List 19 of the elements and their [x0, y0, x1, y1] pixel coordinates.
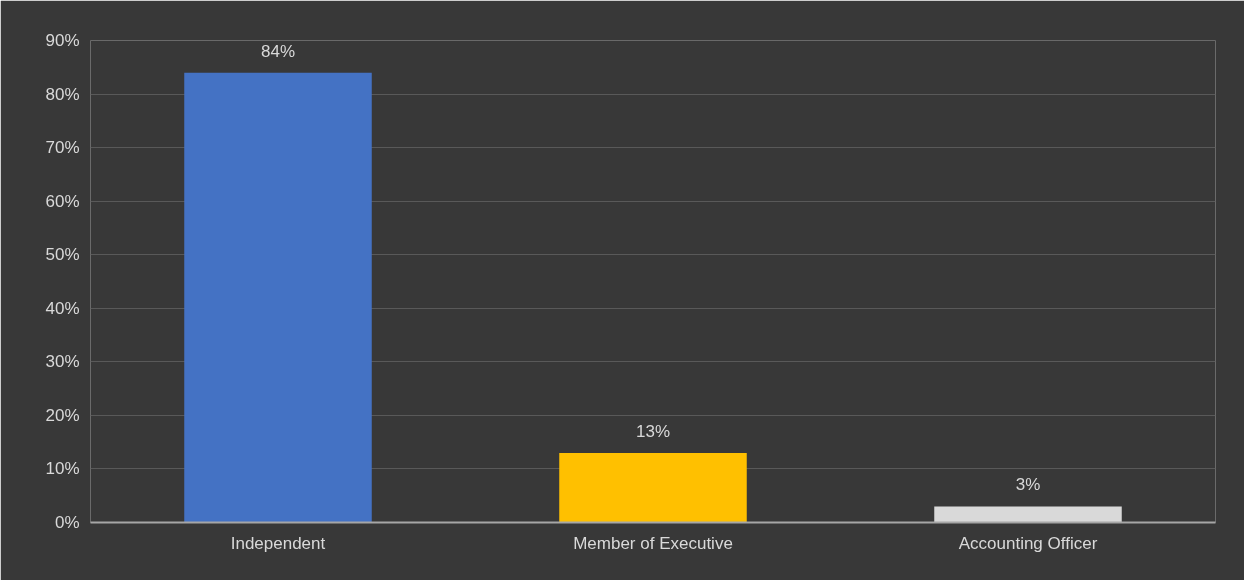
- y-tick-label: 30%: [45, 352, 80, 372]
- x-tick-label: Independent: [230, 533, 326, 553]
- bar: [559, 452, 747, 523]
- x-tick-label: Member of Executive: [573, 533, 733, 553]
- y-tick-label: 0%: [54, 513, 80, 532]
- y-tick-label: 70%: [45, 138, 80, 158]
- bar: [184, 72, 372, 523]
- data-label: 13%: [635, 421, 671, 441]
- y-tick-label: 60%: [45, 191, 80, 211]
- y-tick-label: 40%: [45, 298, 80, 318]
- x-tick-label: Accounting Officer: [958, 533, 1098, 553]
- y-tick-label: 80%: [45, 84, 80, 104]
- bar: [934, 506, 1122, 523]
- data-label: 3%: [1015, 475, 1041, 495]
- data-label: 84%: [260, 41, 296, 61]
- y-tick-label: 10%: [45, 459, 80, 479]
- y-tick-label: 90%: [45, 31, 80, 50]
- y-tick-label: 20%: [45, 405, 80, 425]
- y-tick-label: 50%: [45, 245, 80, 265]
